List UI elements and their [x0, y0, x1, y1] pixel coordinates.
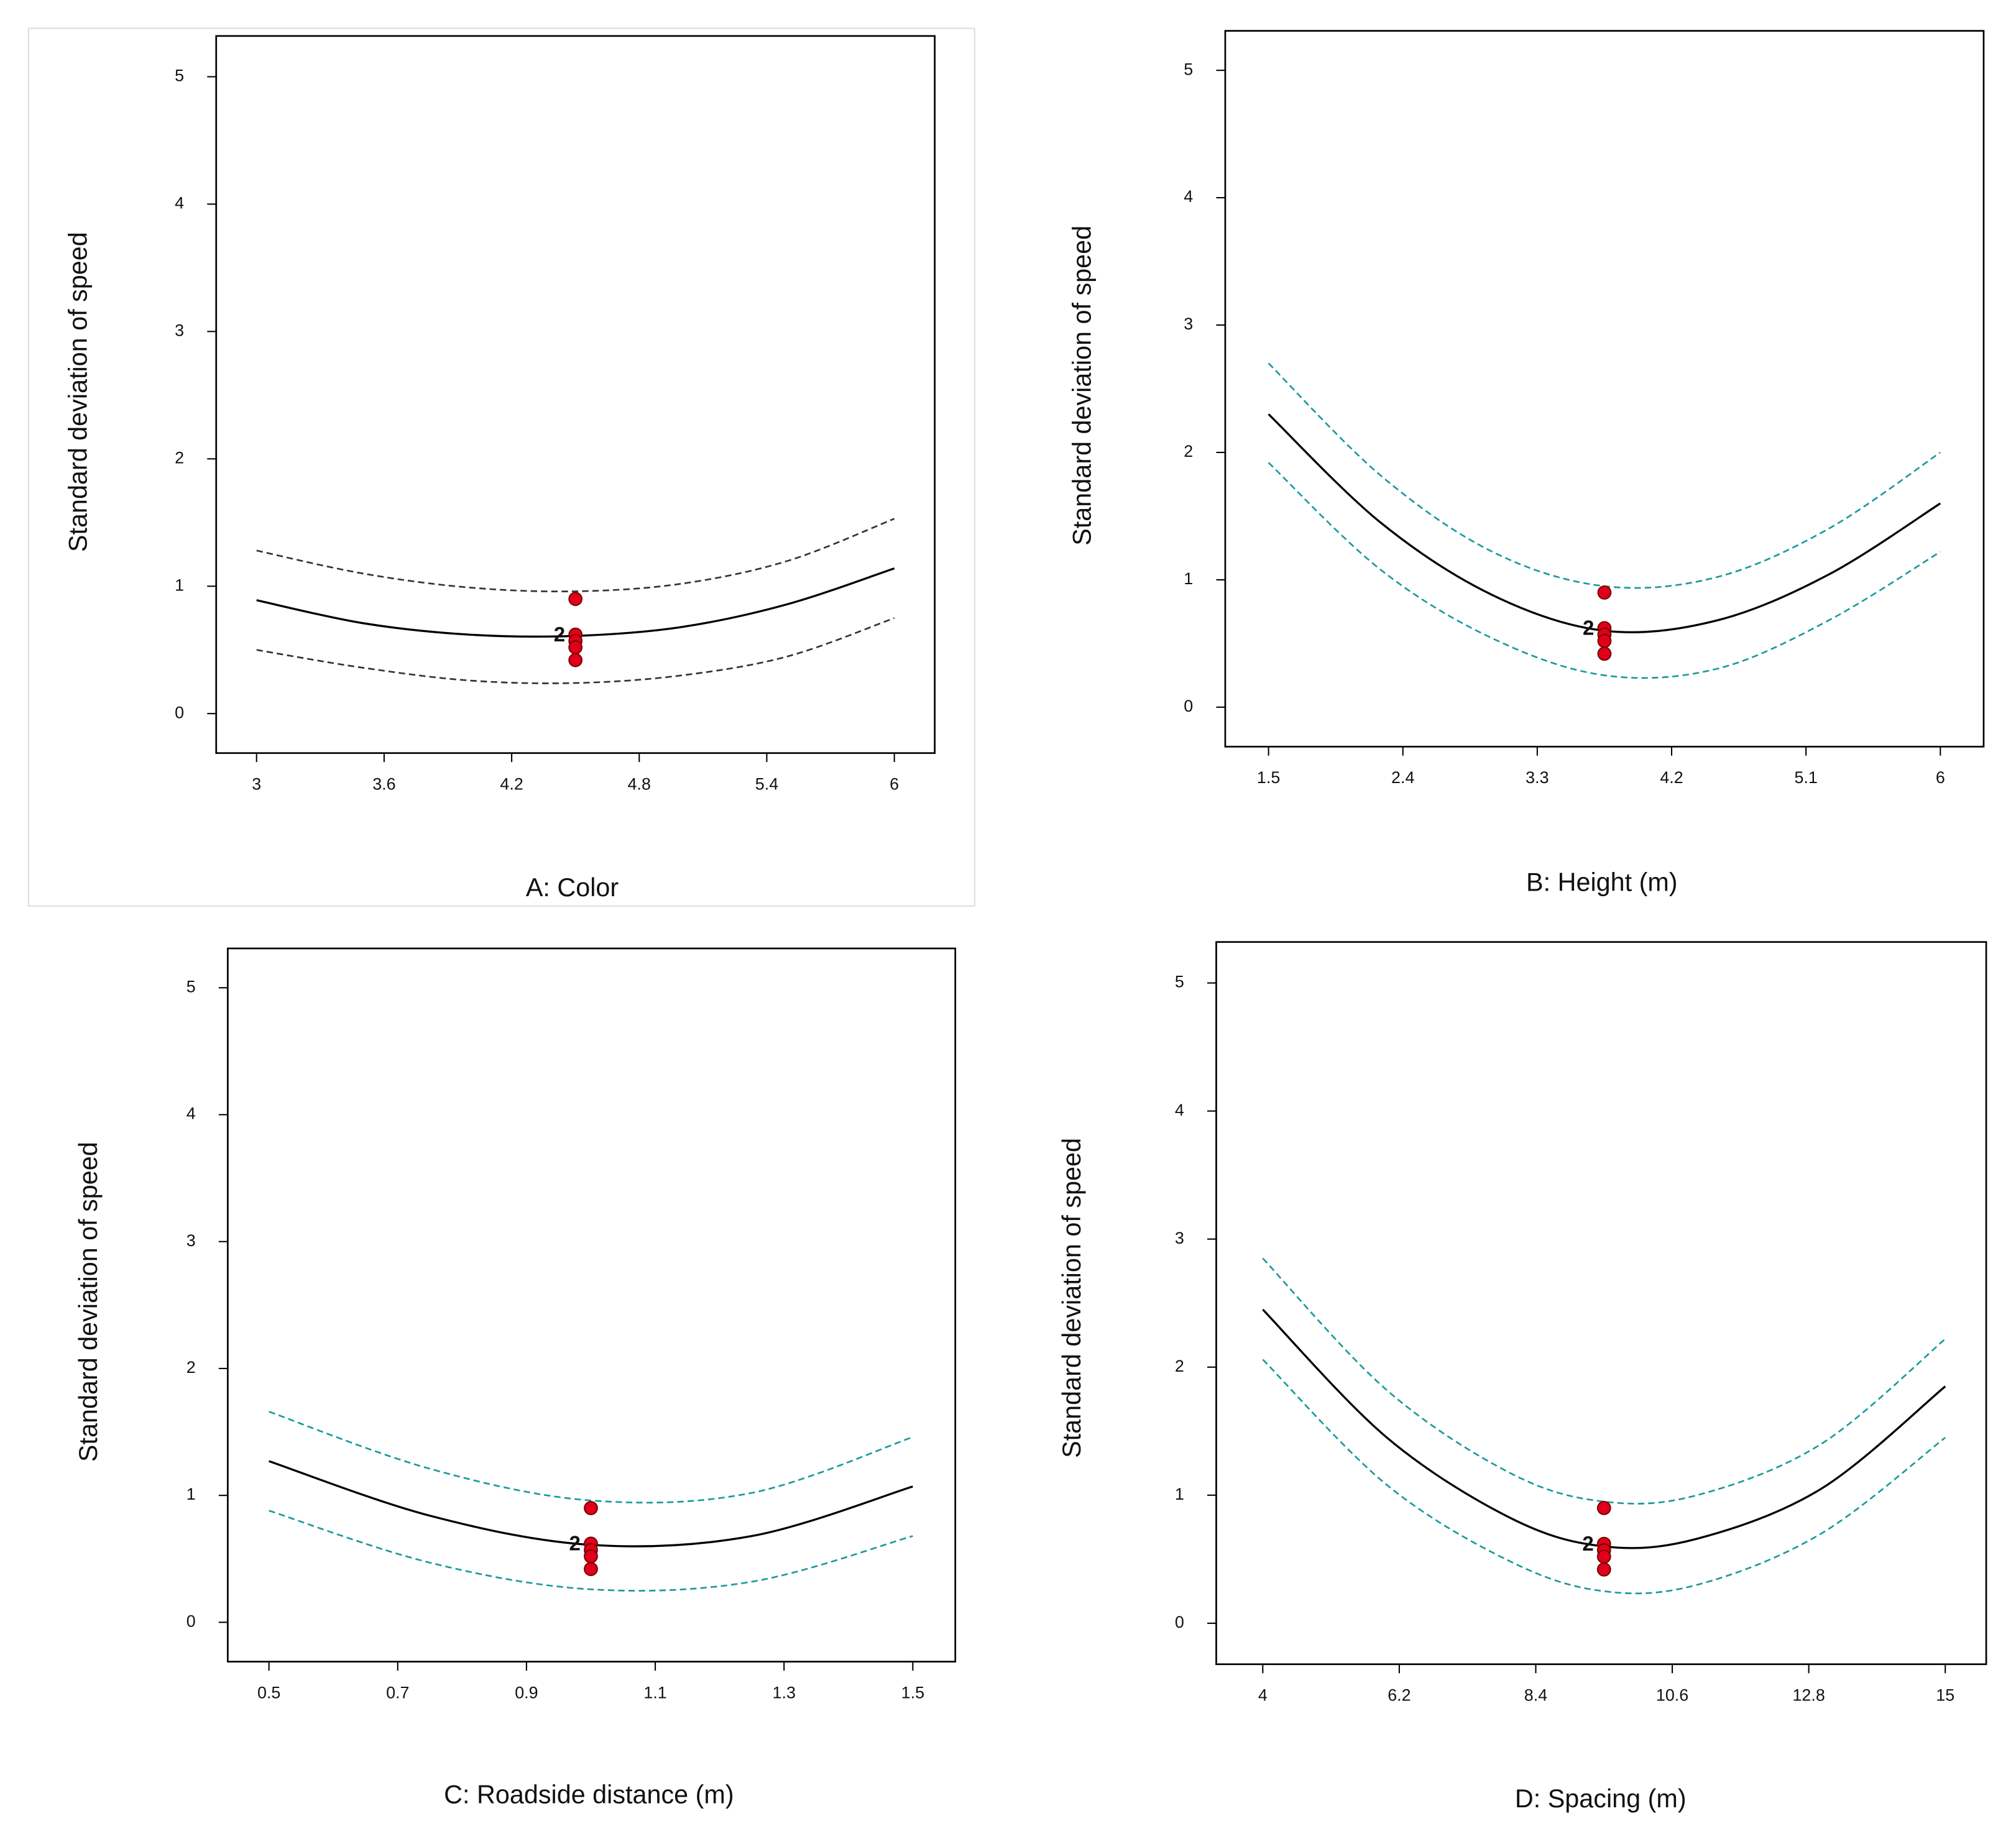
x-tick-label: 8.4: [1524, 1686, 1547, 1705]
y-tick-label: 2: [175, 448, 184, 467]
x-tick-label: 0.9: [515, 1683, 538, 1702]
confidence-band: [256, 518, 895, 593]
y-tick-label: 1: [1175, 1485, 1184, 1503]
design-point: [584, 1549, 598, 1564]
design-point: [584, 1501, 598, 1515]
confidence-band: [1262, 1359, 1946, 1595]
plot-area: [1215, 941, 1987, 1666]
x-tick-label: 3.6: [372, 775, 395, 794]
x-axis-label: B: Height (m): [1526, 868, 1678, 897]
plot-area: [1224, 30, 1985, 748]
x-tick-label: 4.8: [628, 775, 651, 794]
x-tick-label: 1.5: [901, 1683, 924, 1702]
y-tick-label: 5: [186, 977, 196, 996]
confidence-band: [1268, 362, 1941, 589]
y-tick-label: 4: [1175, 1101, 1184, 1119]
y-axis-label: Standard deviation of speed: [1057, 1138, 1086, 1458]
y-tick-label: 1: [186, 1485, 196, 1503]
confidence-band: [1268, 462, 1941, 679]
design-point: [1596, 1501, 1611, 1515]
y-axis-label: Standard deviation of speed: [1067, 226, 1096, 546]
confidence-band: [1262, 1257, 1946, 1505]
design-point: [568, 640, 583, 654]
y-tick-label: 5: [175, 66, 184, 85]
x-tick-label: 4.2: [1660, 768, 1683, 787]
y-tick-label: 4: [186, 1104, 196, 1123]
design-point: [1596, 1562, 1611, 1577]
y-tick-label: 3: [175, 321, 184, 339]
chart-panel: 0 1 2 3 4 5 1.5 2.4 3.3 4.2 5.1 6 B: Height (m) Stand…: [1067, 30, 1985, 897]
x-axis-label: A: Color: [526, 873, 619, 902]
panel-frame: [27, 27, 975, 907]
y-tick-label: 5: [1184, 60, 1193, 78]
x-tick-label: 6.2: [1388, 1686, 1411, 1705]
plot-area: [215, 35, 936, 754]
design-point: [1597, 585, 1612, 600]
design-point: [1596, 1549, 1611, 1564]
x-tick-label: 1.3: [773, 1683, 796, 1702]
y-tick-label: 3: [1175, 1229, 1184, 1247]
x-tick-label: 6: [1936, 768, 1945, 787]
x-axis-label: D: Spacing (m): [1515, 1784, 1687, 1813]
confidence-band: [269, 1510, 913, 1592]
x-tick-label: 5.4: [755, 775, 778, 794]
y-tick-label: 4: [1184, 187, 1193, 206]
y-tick-label: 2: [1184, 442, 1193, 461]
chart-panel: 0 1 2 3 4 5 4 6.2 8.4 10.6 12.8 15 D: Spacing (m) Sta…: [1057, 941, 1987, 1813]
x-tick-label: 4: [1258, 1686, 1268, 1705]
chart-panel: 0 1 2 3 4 5 3 3.6 4.2 4.8 5.4 6 A: Color Standard dev…: [63, 35, 936, 902]
y-tick-label: 0: [175, 703, 184, 722]
x-tick-label: 12.8: [1792, 1686, 1825, 1705]
design-point: [1597, 633, 1612, 648]
y-axis-label: Standard deviation of speed: [74, 1142, 103, 1462]
point-count-label: 2: [569, 1533, 581, 1556]
design-point: [584, 1562, 598, 1576]
point-count-label: 2: [554, 623, 565, 646]
point-count-label: 2: [1582, 1533, 1593, 1556]
x-tick-label: 4.2: [500, 775, 523, 794]
design-point: [1597, 646, 1612, 661]
x-axis-label: C: Roadside distance (m): [444, 1781, 734, 1809]
y-tick-label: 3: [1184, 314, 1193, 333]
plot-area: [227, 947, 957, 1662]
confidence-band: [269, 1411, 913, 1504]
x-tick-label: 0.5: [257, 1683, 280, 1702]
y-axis-label: Standard deviation of speed: [63, 232, 92, 552]
x-tick-label: 6: [890, 775, 899, 794]
chart-panel: 0 1 2 3 4 5 0.5 0.7 0.9 1.1 1.3 1.5 C: Roadside dist…: [74, 947, 957, 1809]
y-tick-label: 1: [1184, 569, 1193, 588]
y-tick-label: 0: [1175, 1613, 1184, 1631]
y-tick-label: 4: [175, 194, 184, 213]
x-tick-label: 2.4: [1391, 768, 1414, 787]
x-tick-label: 5.1: [1794, 768, 1817, 787]
x-tick-label: 15: [1936, 1686, 1954, 1705]
point-count-label: 2: [1583, 617, 1594, 640]
design-point: [568, 592, 583, 607]
confidence-band: [256, 617, 895, 684]
y-tick-label: 1: [175, 576, 184, 594]
x-tick-label: 1.1: [643, 1683, 666, 1702]
y-tick-label: 3: [186, 1231, 196, 1250]
y-tick-label: 5: [1175, 973, 1184, 991]
y-tick-label: 0: [186, 1612, 196, 1630]
x-tick-label: 3.3: [1526, 768, 1549, 787]
y-tick-label: 2: [1175, 1357, 1184, 1375]
y-tick-label: 0: [1184, 697, 1193, 715]
x-tick-label: 10.6: [1656, 1686, 1688, 1705]
x-tick-label: 3: [252, 775, 261, 794]
y-tick-label: 2: [186, 1358, 196, 1377]
x-tick-label: 1.5: [1257, 768, 1280, 787]
x-tick-label: 0.7: [386, 1683, 409, 1702]
design-point: [568, 653, 583, 667]
